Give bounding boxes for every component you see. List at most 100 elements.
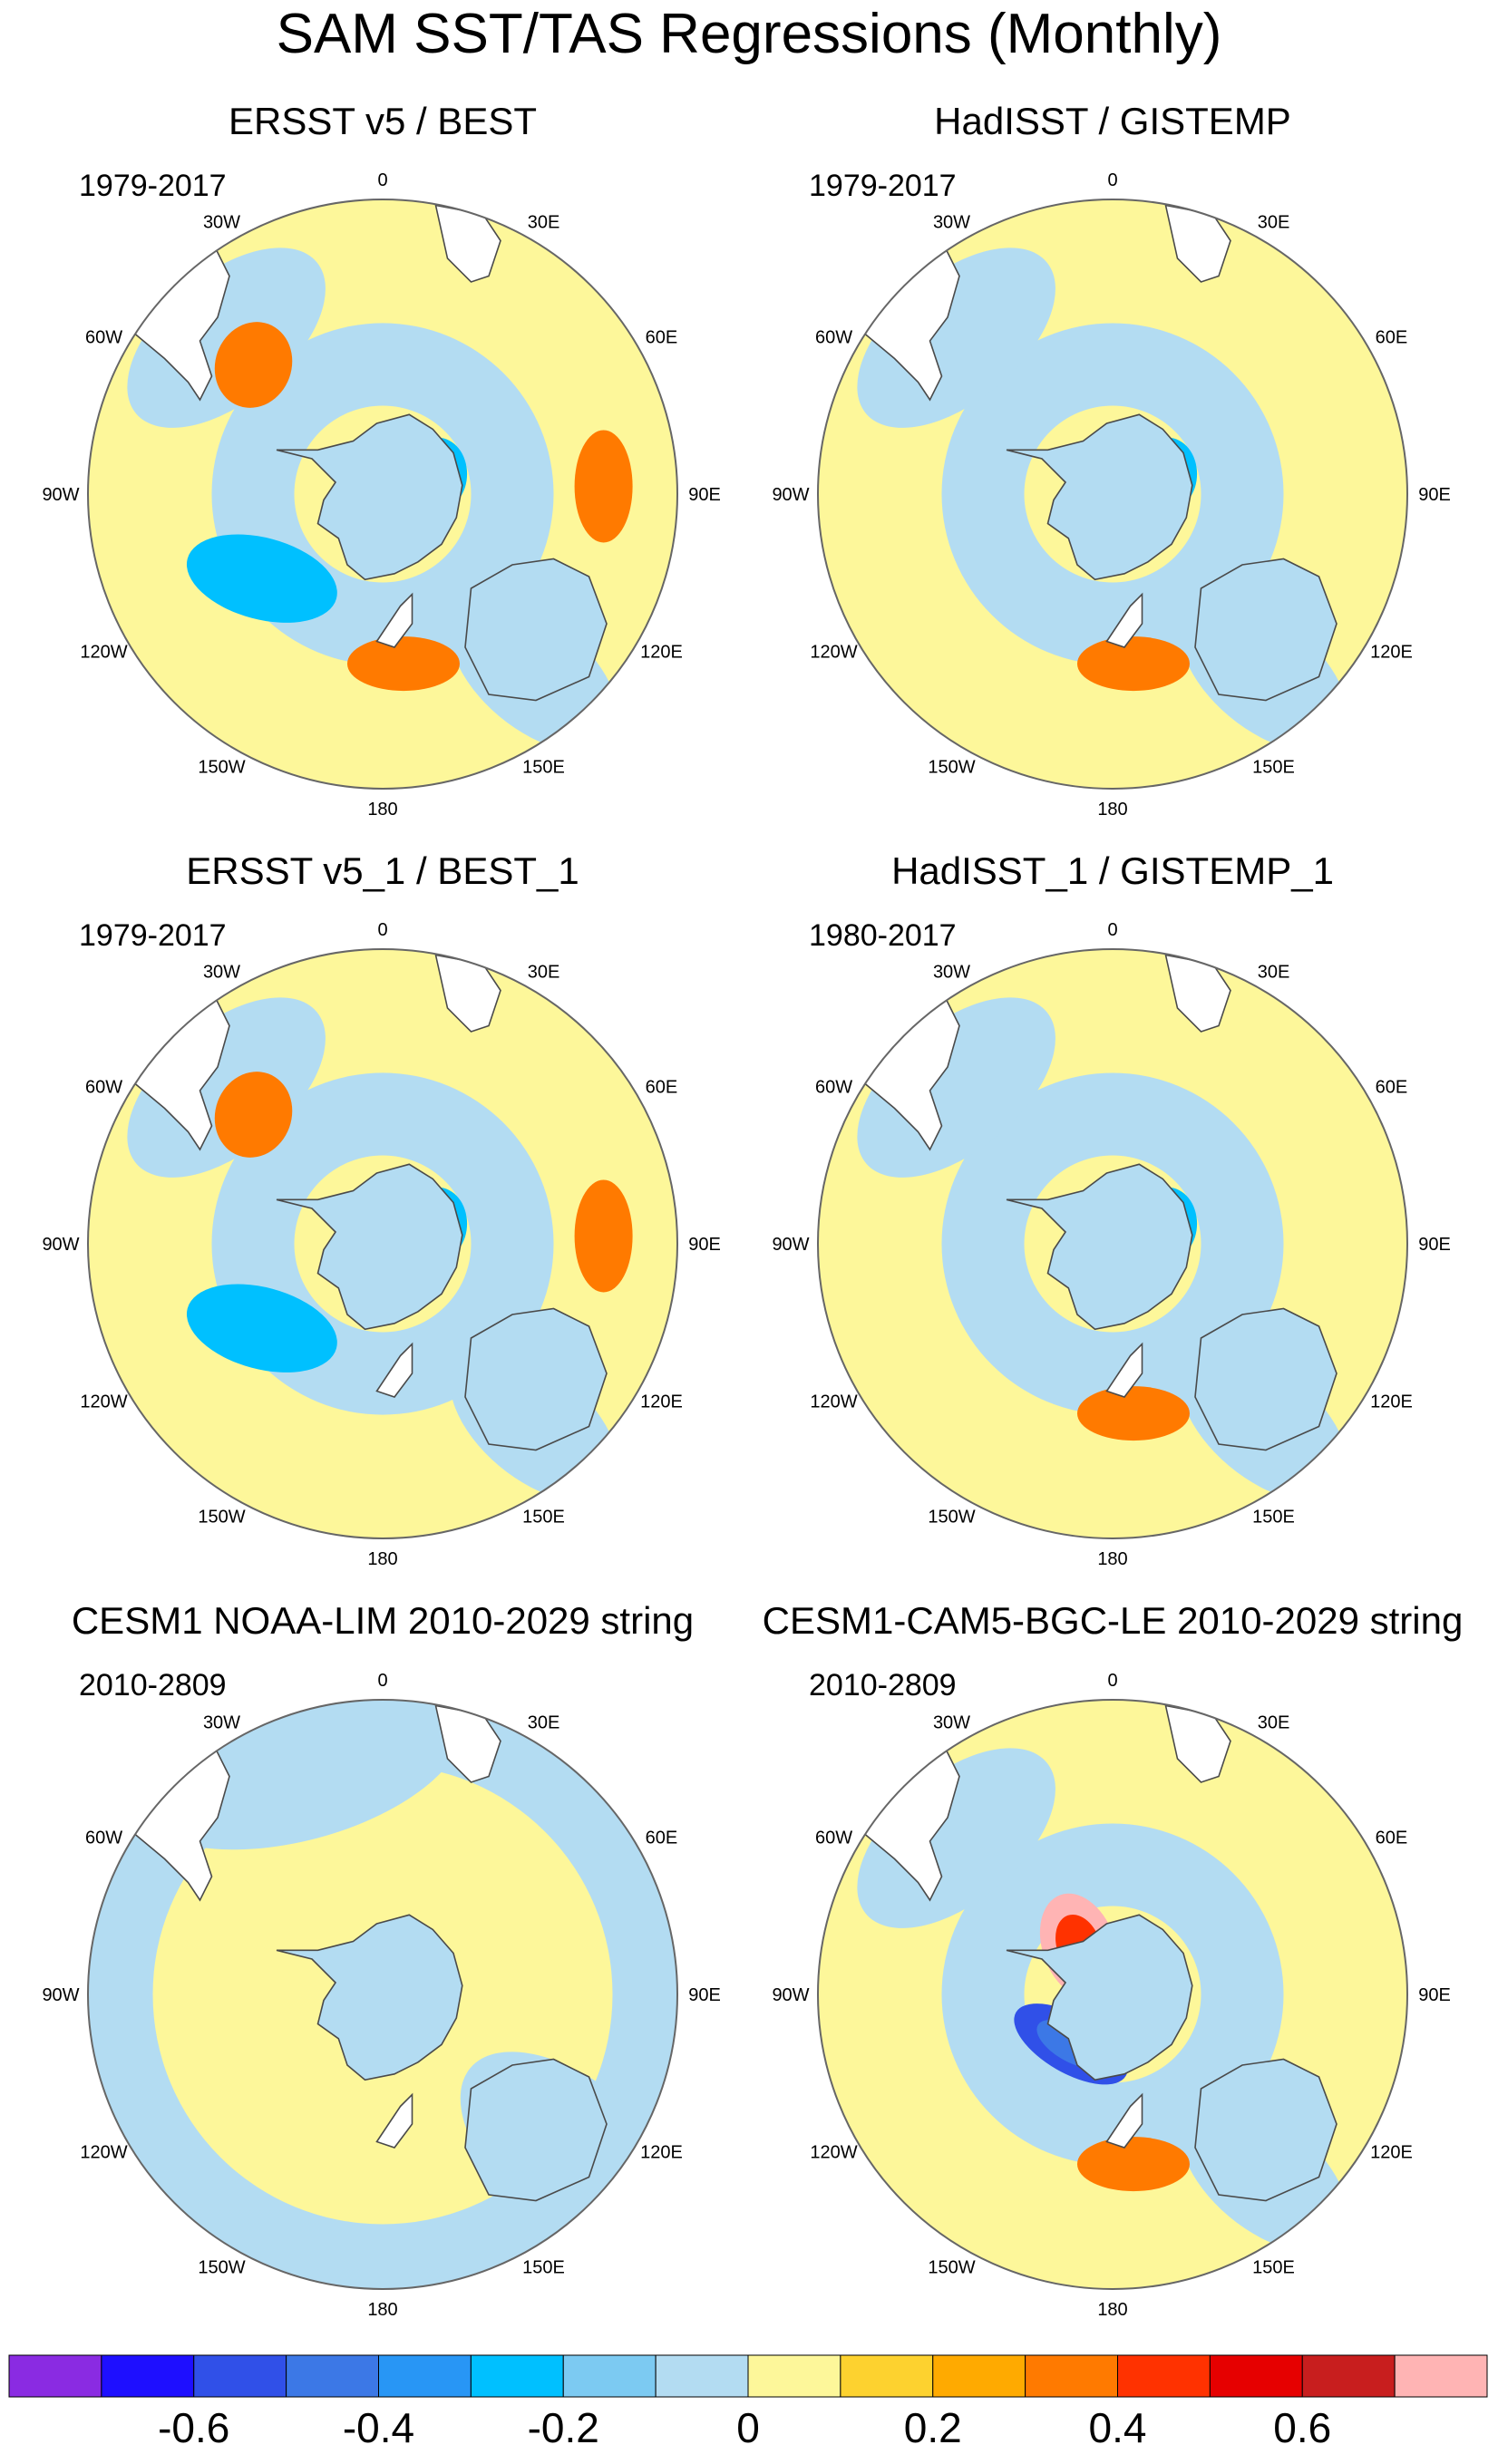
map-panel: CESM1 NOAA-LIM 2010-2029 string 2010-2809… bbox=[42, 1599, 721, 2320]
longitude-label: 150E bbox=[522, 2258, 565, 2278]
colorbar-swatch bbox=[101, 2354, 195, 2398]
longitude-label: 90E bbox=[688, 1985, 721, 2005]
longitude-label: 0 bbox=[1107, 1671, 1117, 1691]
south-america bbox=[858, 239, 960, 402]
longitude-label: 30E bbox=[1258, 1712, 1290, 1732]
map-panel: ERSST v5_1 / BEST_1 1979-2017 0 30E 60E 90E 12… bbox=[42, 849, 720, 1569]
figure-title: SAM SST/TAS Regressions (Monthly) bbox=[277, 3, 1222, 65]
longitude-label: 180 bbox=[367, 800, 397, 820]
positive-core bbox=[214, 322, 293, 408]
longitude-label: 60W bbox=[85, 328, 122, 348]
longitude-label: 60E bbox=[1376, 328, 1408, 348]
australia bbox=[464, 558, 608, 702]
negative-subtropics bbox=[857, 1748, 1055, 1928]
panel-period: 2010-2809 bbox=[809, 1668, 957, 1702]
colorbar-swatch bbox=[470, 2354, 564, 2398]
panel-period: 1979-2017 bbox=[79, 918, 227, 953]
antarctica bbox=[276, 1914, 463, 2081]
longitude-label: 120W bbox=[810, 2143, 857, 2163]
antarctica bbox=[1006, 413, 1193, 581]
panel-period: 1980-2017 bbox=[809, 918, 957, 953]
longitude-label: 150W bbox=[928, 758, 975, 778]
negative-band bbox=[941, 1072, 1284, 1415]
map-frame bbox=[817, 948, 1408, 1539]
longitude-label: 120W bbox=[810, 643, 857, 663]
longitude-label: 120E bbox=[640, 2143, 683, 2163]
south-america bbox=[128, 239, 230, 402]
colorbar-tick-label: 0 bbox=[736, 2404, 760, 2451]
longitude-label: 150W bbox=[928, 2258, 975, 2278]
longitude-label: 90W bbox=[42, 1985, 79, 2005]
colorbar-swatch bbox=[1209, 2354, 1303, 2398]
longitude-label: 150W bbox=[198, 2258, 245, 2278]
longitude-label: 90E bbox=[688, 1235, 721, 1255]
longitude-label: 30E bbox=[1258, 962, 1290, 982]
longitude-label: 120E bbox=[1370, 2143, 1413, 2163]
positive-core bbox=[574, 1179, 633, 1293]
longitude-label: 60W bbox=[815, 1078, 852, 1098]
colorbar: -0.6 -0.4 -0.2 0 0.2 0.4 0.6 bbox=[8, 2354, 1488, 2451]
colorbar-tick-label: 0.2 bbox=[904, 2404, 962, 2451]
continents bbox=[128, 954, 608, 1451]
australia bbox=[1194, 558, 1338, 702]
panel-period: 1979-2017 bbox=[809, 169, 957, 203]
longitude-label: 150E bbox=[1252, 1508, 1295, 1528]
map-frame bbox=[817, 199, 1408, 790]
map-panel: CESM1-CAM5-BGC-LE 2010-2029 string 2010-2… bbox=[763, 1599, 1464, 2320]
longitude-label: 120E bbox=[1370, 643, 1413, 663]
colorbar-tick-label: 0.6 bbox=[1273, 2404, 1331, 2451]
longitude-label: 30E bbox=[528, 212, 560, 232]
continents bbox=[128, 204, 608, 702]
colorbar-tick-label: -0.6 bbox=[158, 2404, 229, 2451]
panel-title: CESM1 NOAA-LIM 2010-2029 string bbox=[72, 1599, 694, 1642]
colorbar-swatch bbox=[1117, 2354, 1211, 2398]
longitude-label: 120E bbox=[1370, 1392, 1413, 1412]
longitude-label: 30W bbox=[933, 962, 970, 982]
colorbar-swatch bbox=[8, 2354, 102, 2398]
panel-period: 1979-2017 bbox=[79, 169, 227, 203]
new-zealand bbox=[1105, 1342, 1143, 1398]
panel-title: ERSST v5 / BEST bbox=[229, 100, 537, 142]
longitude-label: 0 bbox=[377, 170, 387, 190]
colorbar-swatch bbox=[1301, 2354, 1396, 2398]
colorbar-swatch bbox=[562, 2354, 657, 2398]
longitude-label: 120W bbox=[80, 643, 127, 663]
positive-core bbox=[1076, 1386, 1190, 1441]
colorbar-tick-label: -0.2 bbox=[528, 2404, 599, 2451]
longitude-label: 0 bbox=[377, 1671, 387, 1691]
antarctica bbox=[276, 1163, 463, 1331]
continents bbox=[858, 954, 1338, 1451]
longitude-label: 90W bbox=[772, 1985, 809, 2005]
negative-core bbox=[186, 1284, 337, 1373]
longitude-label: 90W bbox=[772, 1235, 809, 1255]
south-america bbox=[128, 989, 230, 1151]
longitude-label: 90E bbox=[688, 485, 721, 505]
longitude-label: 30E bbox=[528, 962, 560, 982]
map-panel: HadISST_1 / GISTEMP_1 1980-2017 0 30E 60E 90E… bbox=[772, 849, 1450, 1569]
new-zealand bbox=[375, 592, 413, 648]
new-zealand bbox=[1105, 2092, 1143, 2149]
australia bbox=[1194, 1307, 1338, 1451]
colorbar-tick-label: -0.4 bbox=[343, 2404, 414, 2451]
longitude-label: 0 bbox=[1107, 920, 1117, 940]
longitude-label: 60E bbox=[646, 1078, 678, 1098]
longitude-label: 30E bbox=[528, 1712, 560, 1732]
negative-subtropics bbox=[857, 247, 1055, 428]
longitude-label: 150E bbox=[522, 1508, 565, 1528]
colorbar-swatch bbox=[1394, 2354, 1488, 2398]
longitude-label: 90E bbox=[1418, 1985, 1451, 2005]
colorbar-swatch bbox=[932, 2354, 1026, 2398]
negative-core bbox=[186, 534, 337, 623]
map-frame bbox=[817, 1699, 1408, 2290]
longitude-label: 180 bbox=[367, 1549, 397, 1569]
continents bbox=[858, 1704, 1338, 2202]
new-zealand bbox=[375, 2092, 413, 2149]
map-frame bbox=[87, 199, 678, 790]
positive-core bbox=[214, 1072, 293, 1158]
longitude-label: 180 bbox=[1097, 2300, 1127, 2320]
longitude-label: 60E bbox=[1376, 1829, 1408, 1848]
south-america bbox=[858, 1740, 960, 1902]
panel-title: CESM1-CAM5-BGC-LE 2010-2029 string bbox=[763, 1599, 1464, 1642]
